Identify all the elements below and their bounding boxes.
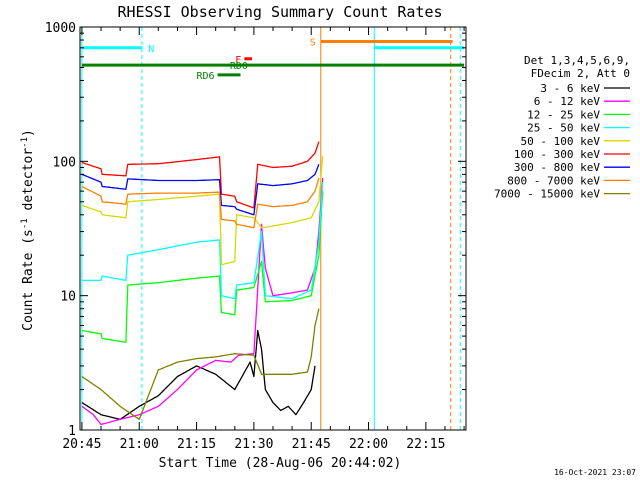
plot-background: [80, 27, 466, 430]
x-axis-label: Start Time (28-Aug-06 20:44:02): [159, 456, 402, 471]
legend-header-0: Det 1,3,4,5,6,9,: [524, 54, 630, 67]
y-tick-label-1: 1: [68, 424, 76, 439]
legend-label-300-800-kev: 300 - 800 keV: [514, 161, 600, 174]
plot-area: [80, 27, 466, 430]
y-axis-label-tail: detector: [21, 148, 36, 219]
legend-label-25-50-kev: 25 - 50 keV: [527, 122, 600, 135]
legend-label-6-12-kev: 6 - 12 keV: [534, 95, 601, 108]
y-axis-label-close: ): [21, 129, 36, 137]
series-line-25-50-kev: [81, 182, 324, 300]
y-axis-label-main: Count Rate (s: [21, 229, 36, 331]
x-tick-label-22-15: 22:15: [406, 437, 445, 452]
flag-label-rd6: RD6: [197, 71, 215, 82]
x-tick-label-21-00: 21:00: [120, 437, 159, 452]
series-layer: [81, 141, 324, 426]
y-tick-label-100: 100: [53, 155, 76, 170]
legend-label-100-300-kev: 100 - 300 keV: [514, 148, 600, 161]
x-tick-label-21-15: 21:15: [177, 437, 216, 452]
chart-title: RHESSI Observing Summary Count Rates: [117, 3, 442, 21]
y-axis-label: Count Rate (s-1 detector-1): [20, 129, 36, 331]
axes: 20:45 21:00 21:15 21:30 21:45 22:00 22:15 1 10 10…: [45, 21, 467, 452]
series-line-7000-15000-kev: [81, 308, 320, 421]
timestamp: 16-Oct-2021 23:07: [554, 468, 636, 477]
y-tick-label-1000: 1000: [45, 21, 76, 36]
x-tick-label-20-45: 20:45: [62, 437, 101, 452]
flag-label-s: S: [310, 37, 316, 48]
legend-header-1: FDecim 2, Att 0: [531, 67, 630, 80]
series-line-800-7000-kev: [81, 177, 320, 229]
x-tick-label-21-30: 21:30: [234, 437, 273, 452]
series-line-12-25-kev: [81, 191, 324, 343]
legend-label-800-7000-kev: 800 - 7000 keV: [507, 174, 600, 187]
y-axis-label-sup: -1: [20, 218, 30, 229]
legend-label-3-6-kev: 3 - 6 keV: [540, 82, 600, 95]
legend: Det 1,3,4,5,6,9,FDecim 2, Att 0 3 - 6 keV…: [494, 54, 630, 201]
x-tick-label-22-00: 22:00: [349, 437, 388, 452]
x-tick-label-21-45: 21:45: [292, 437, 331, 452]
flag-label-n: N: [148, 44, 154, 55]
series-line-50-100-kev: [81, 155, 324, 266]
y-axis-label-sup2: -1: [20, 137, 30, 148]
series-line-6-12-kev: [81, 178, 324, 426]
legend-label-7000-15000-kev: 7000 - 15000 keV: [494, 188, 600, 201]
series-line-300-800-kev: [81, 164, 320, 216]
flag-label-f: F: [235, 55, 241, 66]
legend-label-12-25-kev: 12 - 25 keV: [527, 108, 600, 121]
flag-label-rd0: RD0: [230, 61, 248, 72]
series-line-100-300-kev: [81, 141, 320, 209]
legend-label-50-100-kev: 50 - 100 keV: [521, 135, 601, 148]
y-tick-label-10: 10: [60, 290, 76, 305]
